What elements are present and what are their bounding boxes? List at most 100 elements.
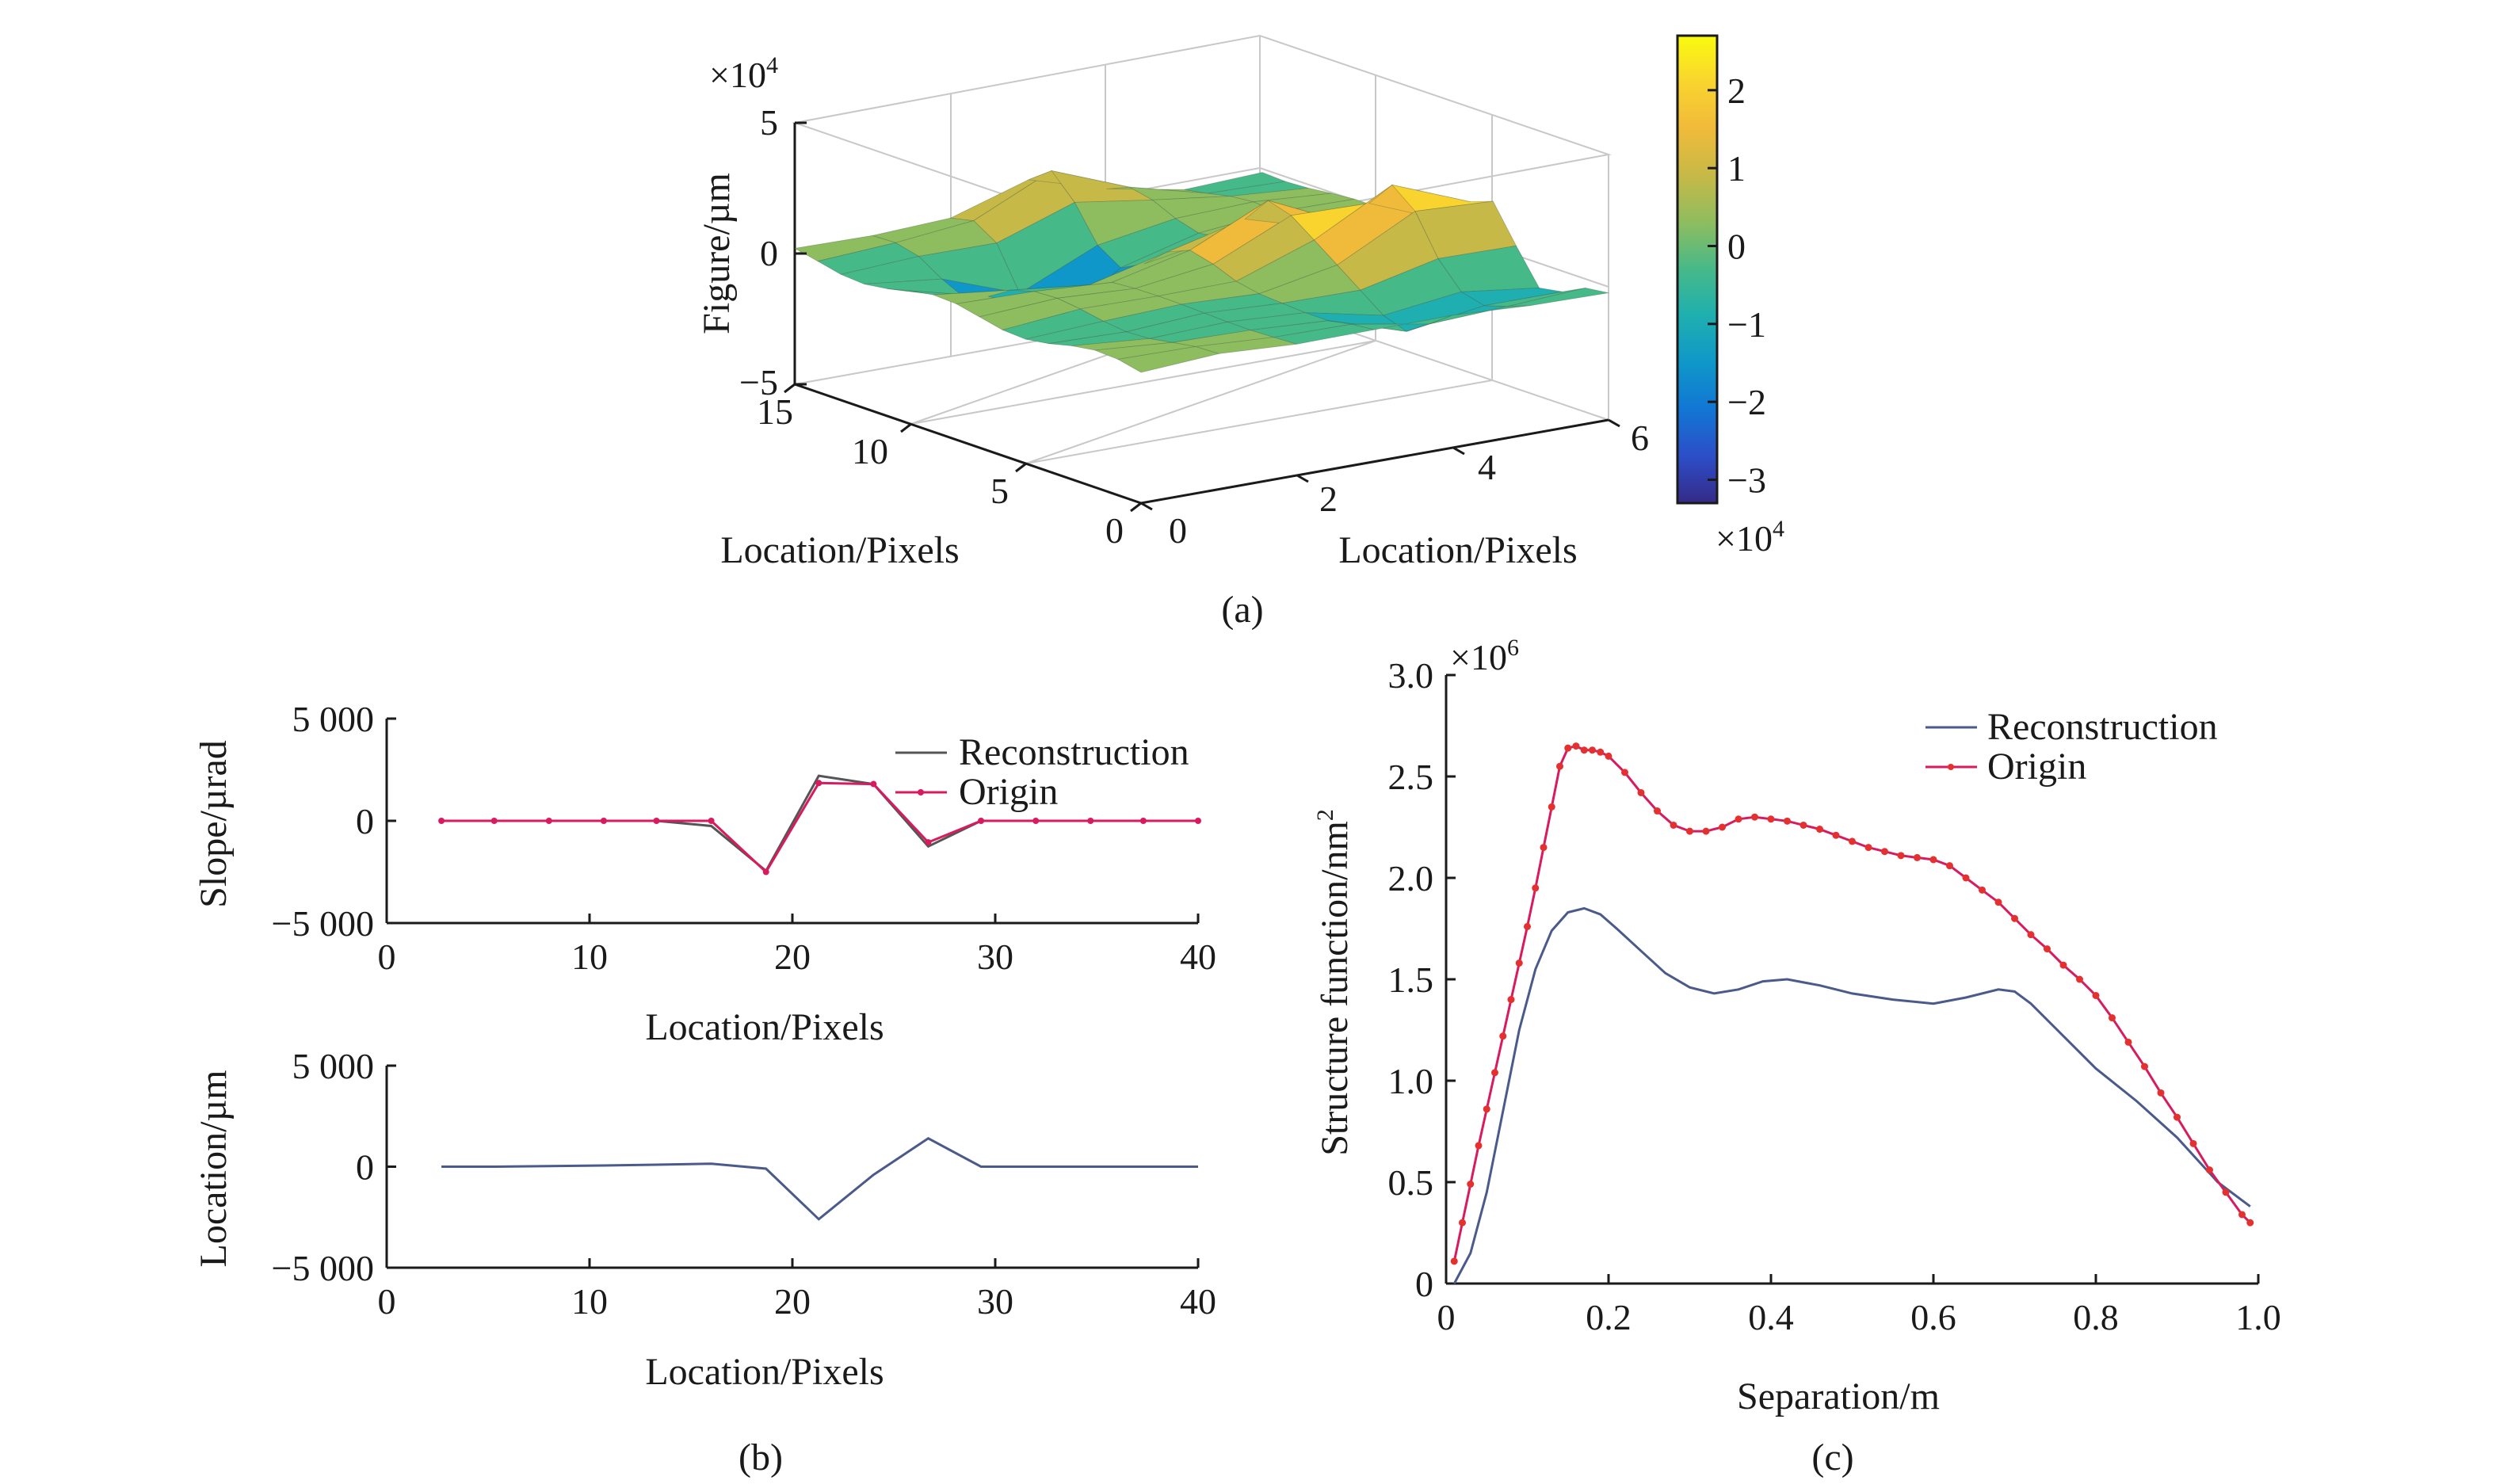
- series-line-reconstruction: [1452, 906, 2251, 1284]
- data-point-origin: [2092, 991, 2100, 999]
- y-tick-label: 5 000: [292, 1046, 375, 1086]
- width-axis: 0 2 4 6 Location/Pixels: [1140, 418, 1649, 571]
- depth-tick-label: 10: [852, 431, 888, 471]
- panel-label-c: (c): [1811, 1436, 1853, 1478]
- data-point-origin: [1491, 1069, 1498, 1077]
- data-point-origin: [600, 818, 607, 824]
- data-point-origin: [2044, 945, 2051, 953]
- colorbar: 2 1 0 −1 −2 −3 ×104: [1676, 34, 1784, 559]
- b-top-ylabel: Slope/µrad: [193, 740, 235, 908]
- surface-box: [792, 34, 1612, 505]
- data-point-origin: [1564, 744, 1572, 752]
- series-line-origin: [1452, 745, 2251, 1262]
- data-point-origin: [1556, 762, 1563, 770]
- y-tick-label: 1.5: [1388, 959, 1434, 1000]
- data-point-origin: [1139, 818, 1147, 824]
- data-point-origin: [1515, 959, 1523, 967]
- y-tick-label: −5 000: [272, 903, 374, 944]
- data-point-origin: [1548, 803, 1555, 811]
- y-tick-label: 0: [356, 801, 374, 841]
- data-point-origin: [1540, 844, 1548, 852]
- data-point-origin: [1597, 748, 1605, 756]
- z-tick-label: 0: [760, 233, 778, 273]
- legend-label-origin: Origin: [959, 771, 1058, 813]
- y-tick-label: 1.0: [1388, 1061, 1434, 1101]
- surface-mesh: [793, 170, 1609, 373]
- x-tick-label: 10: [571, 937, 608, 977]
- legend-label-reconstruction: Reconstruction: [1987, 706, 2218, 748]
- data-point-origin: [925, 839, 932, 846]
- surface-cell: [1230, 187, 1332, 203]
- z-tick-label: 5: [760, 102, 778, 143]
- legend-label-reconstruction: Reconstruction: [959, 731, 1189, 773]
- y-tick-label: 2.5: [1388, 757, 1434, 797]
- data-point-origin: [545, 818, 552, 824]
- x-tick-label: 0: [1437, 1297, 1456, 1337]
- x-tick-label: 20: [774, 937, 811, 977]
- data-point-origin: [1507, 996, 1515, 1004]
- y-tick-label: 0: [356, 1147, 374, 1188]
- colorbar-tick-label: 0: [1727, 227, 1746, 267]
- data-point-origin: [1897, 852, 1905, 860]
- z-tick-label: −5: [739, 362, 778, 402]
- surface-cell: [1507, 287, 1609, 307]
- x-tick-label: 10: [571, 1281, 608, 1322]
- data-point-origin: [815, 780, 822, 787]
- data-point-origin: [490, 818, 498, 824]
- data-point-origin: [2141, 1062, 2148, 1070]
- data-point-origin: [1499, 1032, 1507, 1040]
- panel-c: 0 0.2 0.4 0.6 0.8 1.0 3.0 2.5 2.0 1.5 1.0 0.5 0 ×106…: [1312, 635, 2281, 1478]
- data-point-origin: [2109, 1014, 2116, 1022]
- width-tick-label: 6: [1631, 418, 1649, 458]
- data-point-origin: [1816, 826, 1823, 834]
- series-line-origin: [441, 781, 1198, 874]
- data-point-origin: [1784, 817, 1791, 825]
- data-point-origin: [1605, 752, 1612, 760]
- colorbar-tick-label: −1: [1727, 304, 1766, 345]
- data-point-origin: [2011, 914, 2018, 922]
- x-tick-label: 40: [1180, 937, 1216, 977]
- x-tick-label: 0: [378, 937, 396, 977]
- x-tick-label: 0: [378, 1281, 396, 1322]
- surface-cell: [1484, 288, 1586, 307]
- data-point-origin: [2157, 1089, 2165, 1097]
- data-point-origin: [1994, 898, 2002, 906]
- legend-b-top: Reconstruction Origin: [895, 731, 1189, 813]
- data-point-origin: [1751, 813, 1758, 821]
- data-point-origin: [1450, 1257, 1458, 1265]
- b-bottom-ylabel: Location/µm: [193, 1070, 235, 1268]
- depth-axis-label: Location/Pixels: [720, 529, 959, 571]
- data-point-origin: [1032, 818, 1040, 824]
- y-tick-label: 3.0: [1388, 655, 1434, 696]
- depth-tick-label: 15: [757, 391, 793, 432]
- data-point-origin: [1532, 884, 1540, 892]
- data-point-origin: [1914, 853, 1921, 861]
- x-tick-label: 1.0: [2235, 1297, 2281, 1337]
- data-point-origin: [2059, 961, 2067, 969]
- data-point-origin: [1881, 848, 1888, 856]
- data-point-origin: [1580, 746, 1588, 754]
- data-point-origin: [870, 780, 877, 788]
- data-point-origin: [1946, 862, 1953, 870]
- c-ylabel: Structure function/nm2: [1312, 809, 1356, 1156]
- c-y-exponent: ×106: [1450, 635, 1519, 677]
- data-point-origin: [1195, 818, 1201, 824]
- depth-tick-label: 0: [1105, 510, 1124, 551]
- x-tick-label: 30: [977, 937, 1013, 977]
- width-tick-label: 2: [1319, 479, 1338, 519]
- data-point-origin: [1459, 1219, 1466, 1226]
- data-point-origin: [2174, 1113, 2181, 1121]
- data-point-origin: [1621, 769, 1628, 776]
- panel-label-b: (b): [738, 1436, 783, 1478]
- data-point-origin: [1686, 827, 1693, 835]
- surface-cell: [1414, 200, 1517, 259]
- legend-label-origin: Origin: [1987, 746, 2086, 788]
- data-point-origin: [1654, 807, 1661, 815]
- legend-c: Reconstruction Origin: [1925, 706, 2218, 788]
- panel-a: 5 0 −5 ×104 Figure/µm 15 10 5 0 Location…: [696, 34, 1784, 631]
- colorbar-tick-label: 1: [1727, 148, 1746, 189]
- z-axis: 5 0 −5 ×104 Figure/µm: [696, 52, 807, 402]
- panel-label-a: (a): [1221, 589, 1263, 631]
- colorbar-exponent: ×104: [1716, 516, 1784, 559]
